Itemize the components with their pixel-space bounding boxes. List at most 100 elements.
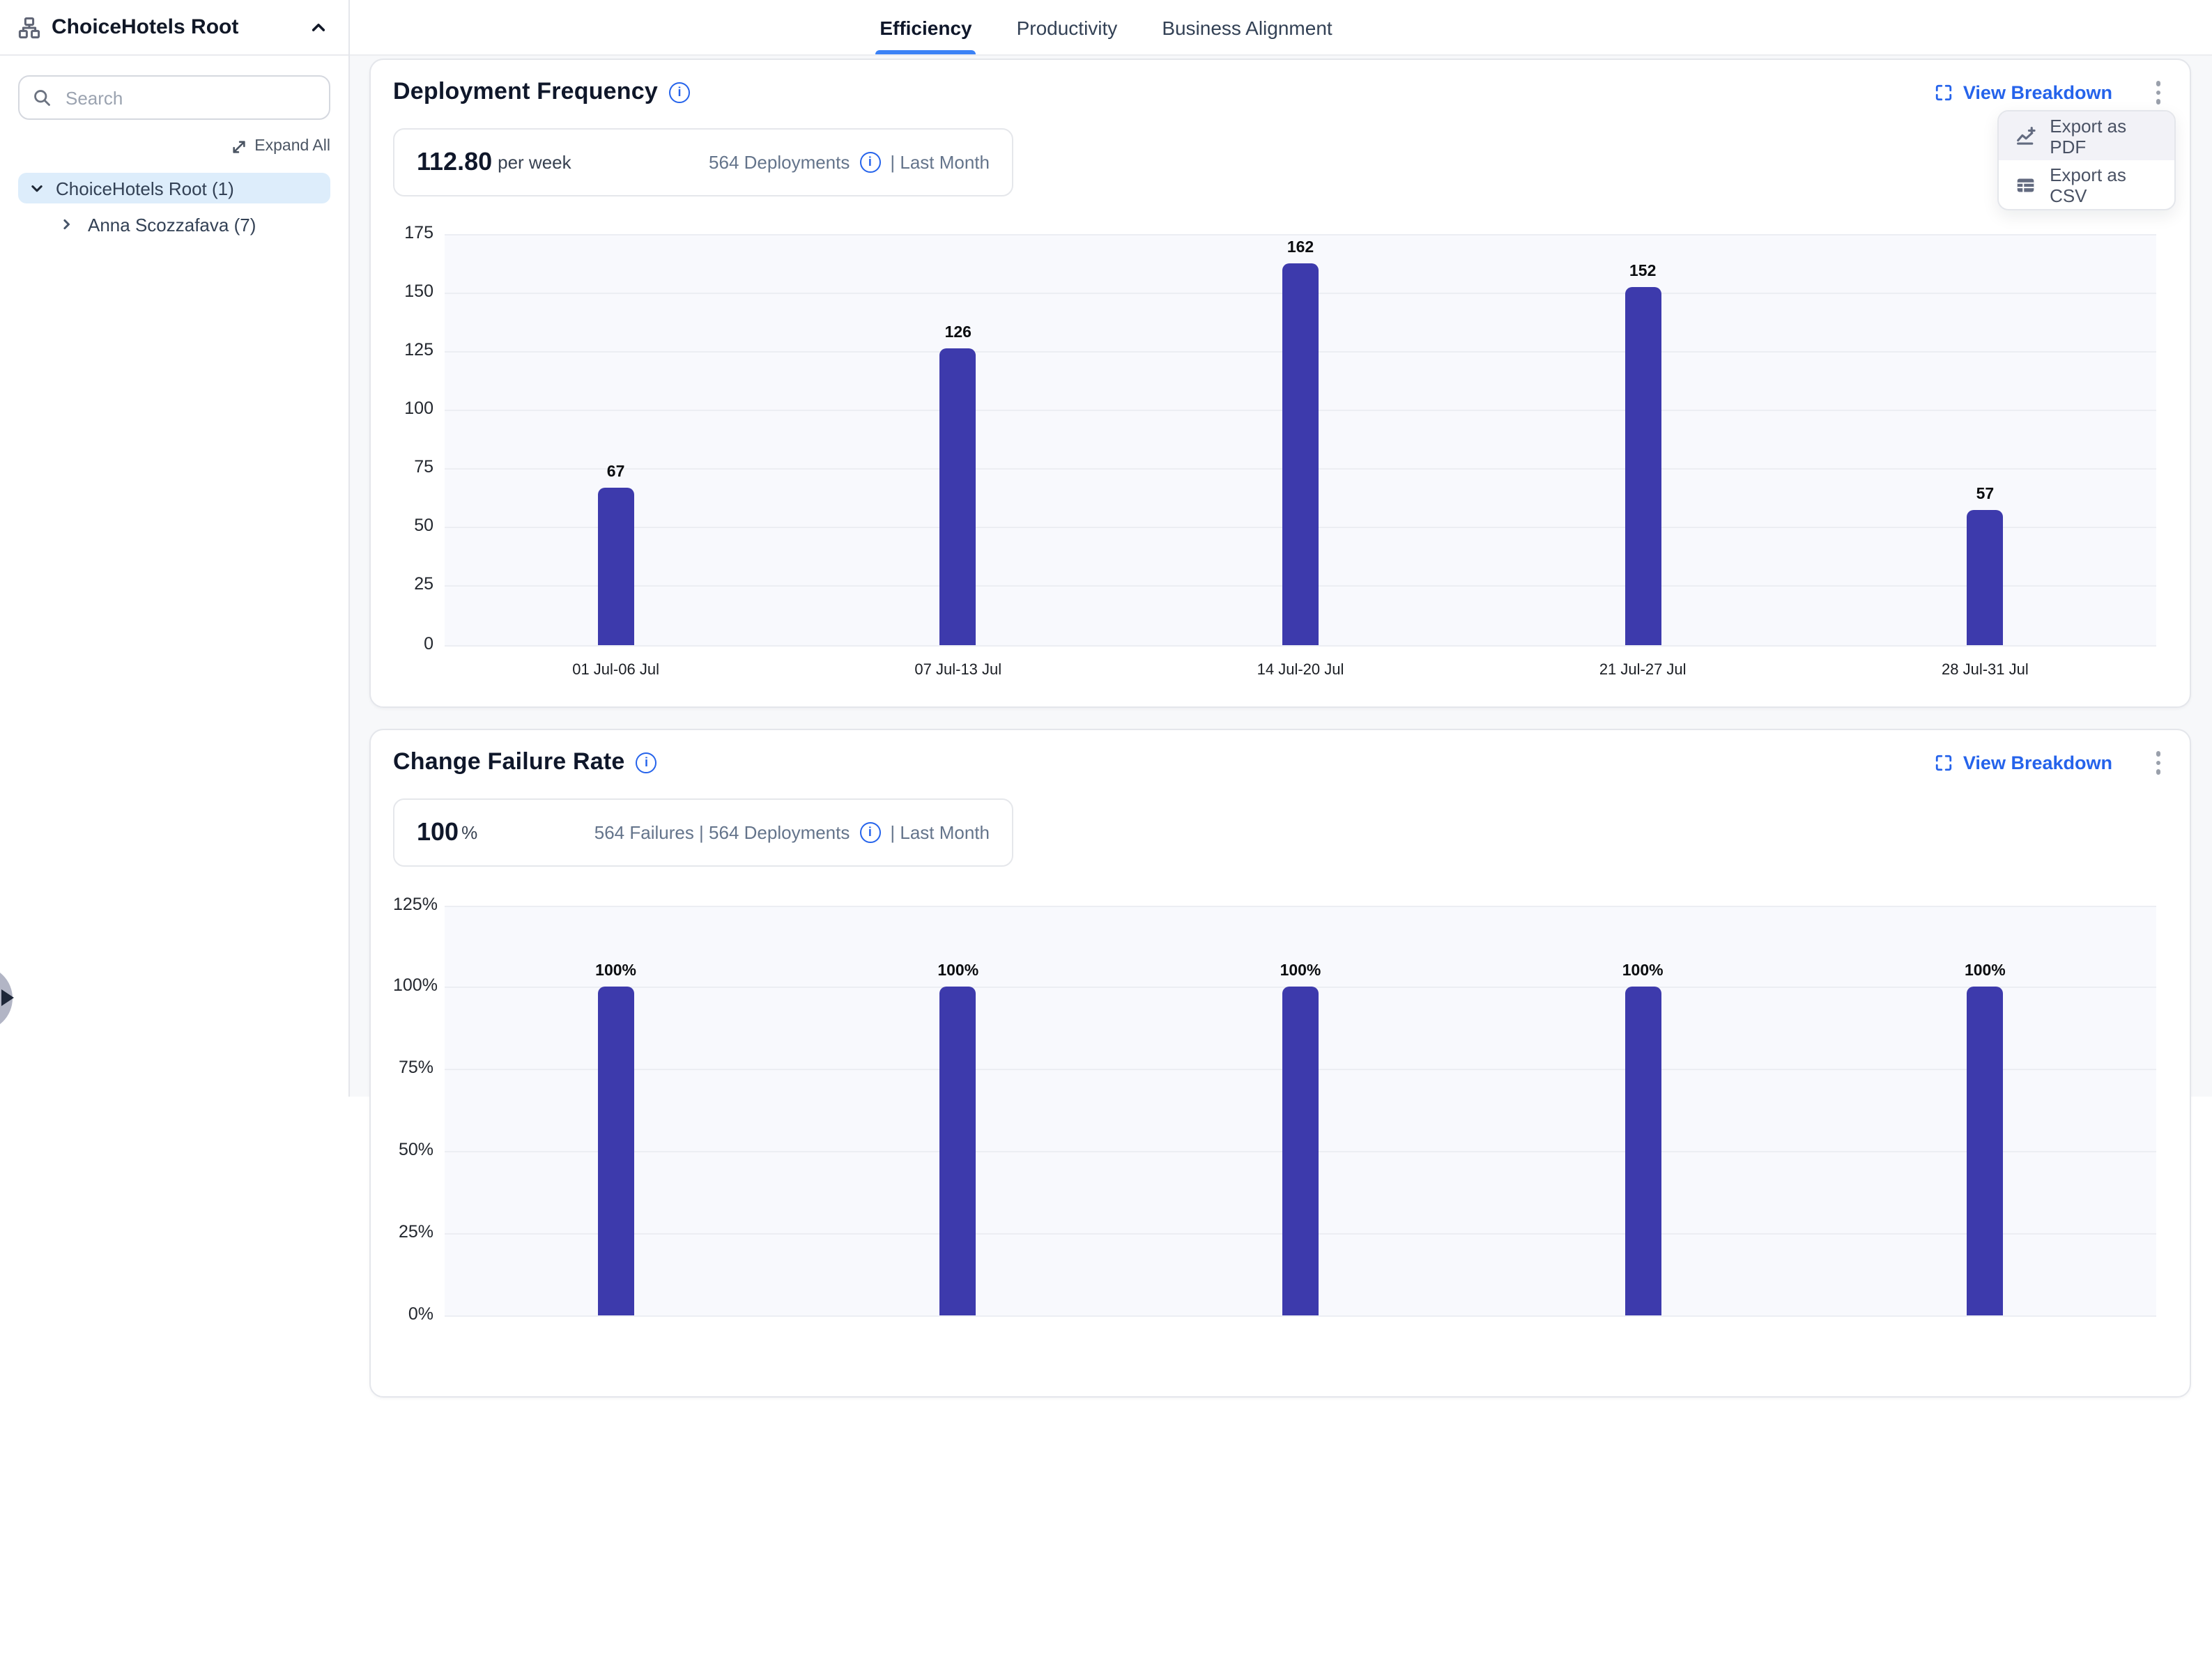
bar[interactable]	[1282, 263, 1319, 644]
bar[interactable]	[597, 987, 634, 1315]
menu-item-label: Export as CSV	[2050, 164, 2126, 206]
bar[interactable]	[1967, 987, 2004, 1315]
sitemap-icon	[18, 16, 40, 38]
y-tick-label: 100%	[393, 975, 438, 996]
expand-all-button[interactable]: Expand All	[18, 138, 330, 155]
chevron-up-icon	[312, 23, 325, 31]
x-tick-label: 01 Jul-06 Jul	[572, 661, 659, 678]
stat-meta: 564 Deployments i | Last Month	[709, 151, 990, 172]
y-tick-label: 0	[424, 633, 433, 653]
bar-value-label: 100%	[595, 963, 636, 980]
bar-value-label: 100%	[1280, 963, 1321, 980]
card-title: Change Failure Rate	[393, 748, 625, 775]
stat-meta-primary: 564 Failures | 564 Deployments	[594, 821, 850, 842]
plot-area: 67 01 Jul-06 Jul 126 07 Jul-13 Jul 162 14 Jul…	[445, 233, 2156, 678]
bar-value-label: 100%	[937, 963, 979, 980]
bar[interactable]	[1282, 987, 1319, 1315]
tab-efficiency[interactable]: Efficiency	[875, 0, 976, 54]
view-breakdown-label: View Breakdown	[1963, 82, 2112, 103]
y-tick-label: 100	[404, 398, 433, 418]
y-tick-label: 0%	[408, 1304, 433, 1323]
y-tick-label: 50	[414, 516, 433, 536]
bar-value-label: 100%	[1964, 963, 2006, 980]
bar[interactable]	[597, 487, 634, 644]
info-icon[interactable]: i	[669, 82, 690, 103]
stat-unit: per week	[498, 151, 571, 172]
gridline	[445, 1315, 2156, 1316]
expand-diagonal-icon	[232, 140, 245, 153]
card-title: Deployment Frequency	[393, 78, 658, 105]
gridline	[445, 644, 2156, 646]
bar[interactable]	[1625, 287, 1661, 644]
bar[interactable]	[1625, 987, 1661, 1315]
sidebar-title: ChoiceHotels Root	[52, 15, 239, 39]
menu-item-label: Export as PDF	[2050, 115, 2127, 157]
bar[interactable]	[939, 348, 976, 644]
stat-meta-secondary: | Last Month	[890, 821, 990, 842]
bar-value-label: 67	[606, 463, 625, 481]
search-box	[18, 75, 330, 120]
y-tick-label: 150	[404, 281, 433, 301]
more-options-button[interactable]	[2149, 77, 2167, 108]
top-tab-bar: Efficiency Productivity Business Alignme…	[0, 0, 2212, 56]
sidebar: ChoiceHotels Root Expand All	[0, 0, 350, 1097]
chevron-right-icon[interactable]	[60, 217, 74, 231]
y-tick-label: 75	[414, 457, 433, 477]
stat-meta-primary: 564 Deployments	[709, 151, 850, 172]
stat-value: 112.80	[417, 147, 493, 175]
view-breakdown-link[interactable]: View Breakdown	[1935, 752, 2112, 773]
more-options-button[interactable]	[2149, 747, 2167, 778]
collapse-sidebar-button[interactable]	[307, 15, 330, 39]
app-root: Efficiency Productivity Business Alignme…	[0, 0, 2212, 1398]
card-header-actions: View Breakdown	[1935, 747, 2167, 778]
chevron-down-icon[interactable]	[29, 180, 45, 196]
x-tick-label: 28 Jul-31 Jul	[1942, 661, 2029, 678]
gridline	[445, 233, 2156, 235]
card-header-actions: View Breakdown	[1935, 77, 2167, 108]
expand-corners-icon	[1936, 84, 1953, 100]
bar-value-label: 126	[944, 325, 971, 342]
x-tick-label: 07 Jul-13 Jul	[914, 661, 1002, 678]
bar[interactable]	[939, 987, 976, 1315]
view-breakdown-label: View Breakdown	[1963, 752, 2112, 773]
tab-business-alignment[interactable]: Business Alignment	[1162, 16, 1332, 38]
tree-item-anna-scozzafava[interactable]: Anna Scozzafava (7)	[18, 210, 330, 238]
y-tick-label: 25%	[398, 1221, 433, 1242]
change-failure-rate-chart: 100% 100% 100% 100% 100% 0% 25% 50% 75% 100% 125%	[393, 894, 2167, 1323]
tab-group: Efficiency Productivity Business Alignme…	[0, 0, 2212, 54]
tree-item-label: ChoiceHotels Root (1)	[56, 178, 234, 199]
y-tick-label: 125%	[393, 894, 438, 913]
y-tick-label: 25	[414, 574, 433, 594]
bar[interactable]	[1967, 510, 2004, 644]
info-icon[interactable]: i	[636, 752, 657, 773]
view-breakdown-link[interactable]: View Breakdown	[1935, 82, 2112, 103]
search-input[interactable]	[63, 86, 316, 109]
main-content: Deployment Frequency i View Breakdown 11…	[348, 54, 2212, 1654]
y-tick-label: 175	[404, 222, 433, 242]
stat-value: 100	[417, 817, 459, 845]
chart-line-plus-icon	[2017, 125, 2036, 144]
tab-productivity[interactable]: Productivity	[1016, 16, 1118, 38]
info-icon[interactable]: i	[859, 821, 881, 842]
info-icon[interactable]: i	[859, 151, 881, 172]
expand-corners-icon	[1936, 755, 1953, 771]
stat-meta: 564 Failures | 564 Deployments i | Last …	[594, 821, 990, 842]
stat-unit: %	[461, 821, 478, 842]
sidebar-header: ChoiceHotels Root	[0, 0, 348, 56]
expand-all-label: Expand All	[254, 138, 330, 155]
plot-area: 100% 100% 100% 100% 100%	[445, 905, 2156, 1316]
card-header: Change Failure Rate i View Breakdown	[393, 747, 2167, 778]
change-failure-rate-card: Change Failure Rate i View Breakdown 100…	[369, 729, 2191, 1398]
bar-value-label: 162	[1287, 240, 1314, 257]
stat-meta-secondary: | Last Month	[890, 151, 990, 172]
org-tree: ChoiceHotels Root (1) Anna Scozzafava (7…	[18, 173, 330, 238]
y-tick-label: 75%	[398, 1058, 433, 1078]
tree-item-label: Anna Scozzafava (7)	[88, 214, 256, 235]
bar-value-label: 152	[1629, 263, 1657, 281]
stat-box: 112.80 per week 564 Deployments i | Last…	[393, 127, 1013, 196]
export-as-csv-item[interactable]: Export as CSV	[1999, 160, 2174, 209]
export-as-pdf-item[interactable]: Export as PDF	[1999, 111, 2174, 160]
tree-item-choicehotels-root[interactable]: ChoiceHotels Root (1)	[18, 173, 330, 203]
x-tick-label: 21 Jul-27 Jul	[1599, 661, 1687, 678]
card-header: Deployment Frequency i View Breakdown	[393, 77, 2167, 108]
